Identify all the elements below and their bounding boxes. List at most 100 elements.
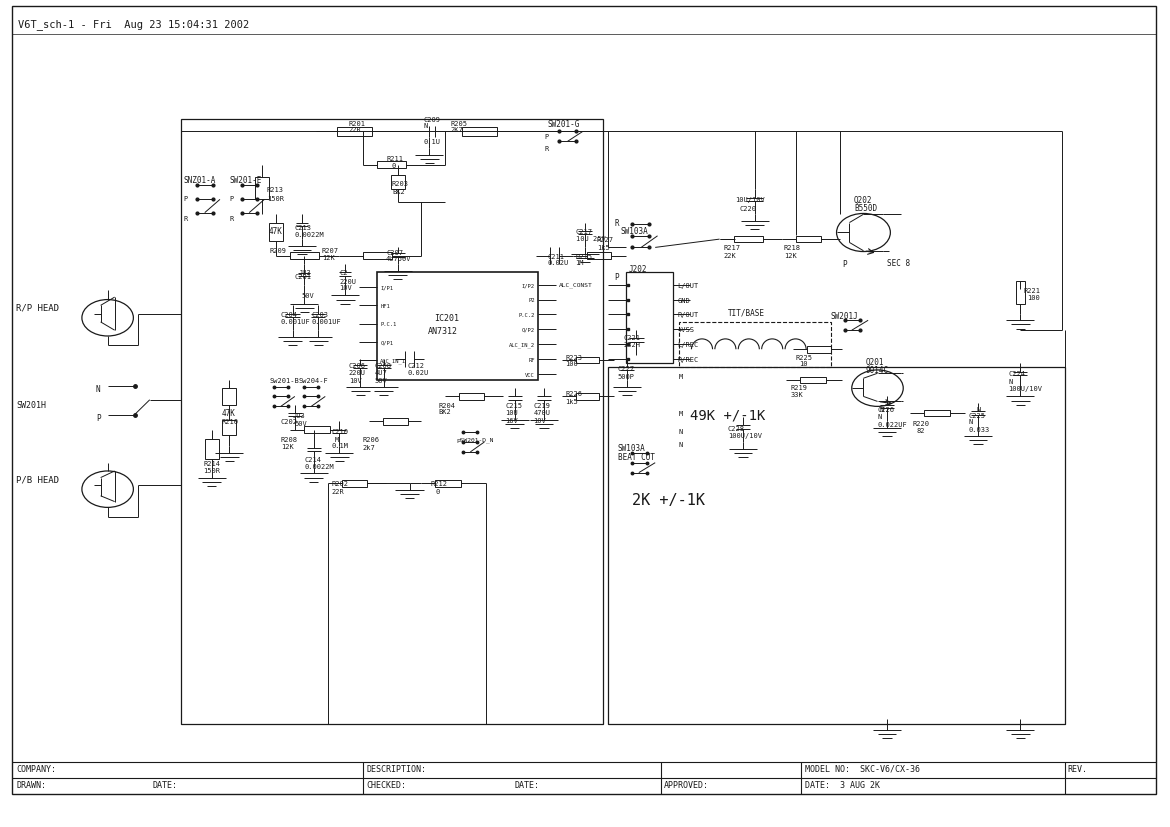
Text: R227: R227 [597,237,614,243]
Bar [435,480,461,487]
Text: R212: R212 [431,480,448,487]
Text: C217: C217 [576,228,593,235]
Text: 49K +/-1K: 49K +/-1K [690,409,765,422]
Bar [377,273,538,380]
Text: JU3: JU3 [292,413,305,419]
Text: R208: R208 [281,437,298,443]
Text: C225: C225 [969,412,986,418]
Text: P2: P2 [528,298,535,303]
Text: 100: 100 [565,361,578,367]
Text: 82: 82 [916,428,924,434]
Text: 10V: 10V [349,377,362,384]
Text: R207: R207 [322,247,339,254]
Bar [342,480,367,487]
Text: C2: C2 [339,270,347,276]
Text: 12K: 12K [322,255,335,261]
Text: 47K: 47K [269,227,283,236]
Text: N: N [679,442,683,448]
Text: R215: R215 [576,253,593,260]
Text: M: M [335,436,339,442]
Text: R: R [184,216,188,222]
Text: M: M [679,410,683,417]
Bar [796,237,821,243]
Text: N: N [679,428,683,435]
Text: 150R: 150R [267,195,284,202]
Text: BK2: BK2 [439,409,452,415]
Text: Sw204-F: Sw204-F [298,377,328,384]
Text: R217: R217 [723,245,741,251]
Text: R201: R201 [349,121,366,127]
Text: R: R [544,146,549,152]
Text: C211: C211 [548,253,565,260]
Text: J202: J202 [628,265,647,273]
Text: VCC: VCC [525,372,535,377]
Text: 0.02U: 0.02U [548,260,569,266]
Text: 1k5: 1k5 [565,398,578,404]
Text: N: N [1009,378,1013,385]
Text: R209: R209 [269,247,287,254]
Text: N: N [424,122,428,129]
Text: Q201: Q201 [866,358,885,366]
Text: 100U/10V: 100U/10V [728,433,762,439]
Text: C215: C215 [505,402,523,409]
Text: 0.1M: 0.1M [331,442,349,449]
Bar [626,273,673,364]
Text: ALC_CONST: ALC_CONST [559,283,593,288]
Text: I/P2: I/P2 [522,283,535,288]
Text: SW103A: SW103A [618,444,646,452]
Text: P: P [842,261,847,269]
Bar [205,440,219,459]
Text: 220U: 220U [349,370,366,376]
Text: SW201-E: SW201-E [229,176,262,184]
Text: 1k5: 1k5 [597,245,610,251]
Text: C220: C220 [739,205,757,212]
Bar [304,427,330,433]
Text: JU3: JU3 [298,270,311,276]
Text: P.C.1: P.C.1 [380,322,397,327]
Text: HF1: HF1 [380,304,390,308]
Text: R: R [229,216,234,222]
Bar [222,389,236,405]
Bar [608,368,1065,724]
Bar [255,178,269,200]
Text: C204: C204 [281,311,298,318]
Text: O/P2: O/P2 [522,327,535,332]
Text: IC201: IC201 [434,314,459,323]
Bar [269,223,283,241]
Bar [181,120,603,724]
Text: 4U750V: 4U750V [386,256,412,262]
Text: C214: C214 [304,456,322,462]
Bar [363,253,392,260]
Text: SW201-G: SW201-G [548,120,580,128]
Text: B550D: B550D [854,204,878,213]
Text: N: N [880,406,885,413]
Text: R220: R220 [913,420,930,427]
Text: C209: C209 [424,117,441,123]
Text: O/P1: O/P1 [380,340,393,345]
Bar [576,357,599,364]
Text: DATE:: DATE: [515,781,539,789]
Text: 0.0022M: 0.0022M [304,463,333,470]
Text: SW103A: SW103A [620,227,648,236]
Text: R203: R203 [392,180,410,187]
Text: 22K: 22K [723,252,736,259]
Text: 0.022UF: 0.022UF [878,421,907,428]
Text: 10U: 10U [505,409,518,416]
Text: 150R: 150R [204,467,221,474]
Text: R214: R214 [204,460,221,466]
Bar [924,410,950,417]
Text: C206: C206 [349,362,366,369]
Text: APPROVED:: APPROVED: [663,781,708,789]
Text: 50V: 50V [295,420,308,427]
Text: N: N [977,406,982,413]
Text: N: N [969,418,973,425]
Text: R211: R211 [386,155,404,162]
Bar [679,323,831,368]
Text: 4U7: 4U7 [374,370,387,376]
Text: 0: 0 [392,162,397,169]
Bar [800,377,826,384]
Text: M: M [679,373,683,380]
Text: DESCRIPTION:: DESCRIPTION: [366,764,426,772]
Text: 0.001UF: 0.001UF [311,318,340,325]
Bar [222,420,236,436]
